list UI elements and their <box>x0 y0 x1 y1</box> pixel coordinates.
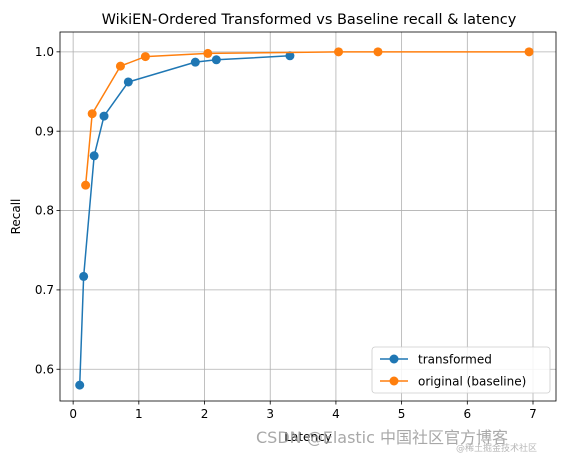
data-point-original-baseline <box>140 52 150 62</box>
data-point-original-baseline <box>373 47 383 57</box>
y-tick-label: 0.7 <box>35 283 54 297</box>
data-point-transformed <box>75 380 85 390</box>
data-point-original-baseline <box>87 109 97 119</box>
x-axis-ticks: 0 1 2 3 4 5 6 7 <box>69 401 537 421</box>
x-tick-label: 3 <box>266 407 274 421</box>
plot-area <box>60 32 556 401</box>
legend-box <box>371 346 551 394</box>
data-point-transformed <box>211 55 221 65</box>
y-tick-label: 0.9 <box>35 124 54 138</box>
x-tick-label: 7 <box>529 407 537 421</box>
y-axis-ticks: 0.6 0.7 0.8 0.9 1.0 <box>35 45 60 376</box>
x-tick-label: 2 <box>201 407 209 421</box>
x-axis-title: Latency <box>284 430 331 444</box>
x-tick-label: 1 <box>135 407 143 421</box>
y-axis-title: Recall <box>9 199 23 235</box>
data-point-transformed <box>190 57 200 67</box>
watermark-small-text: @稀土掘金技术社区 <box>456 442 537 454</box>
data-point-original-baseline <box>81 180 91 190</box>
data-point-transformed <box>89 151 99 161</box>
legend: transformed original (baseline) <box>371 346 551 394</box>
data-point-transformed <box>99 111 109 121</box>
legend-label-baseline: original (baseline) <box>418 375 526 389</box>
y-tick-label: 1.0 <box>35 45 54 59</box>
plot-frame <box>59 31 557 402</box>
series-layer <box>75 47 534 390</box>
series-line-original-baseline <box>84 51 530 186</box>
legend-label-transformed: transformed <box>418 353 492 367</box>
chart-title: WikiEN-Ordered Transformed vs Baseline r… <box>102 12 517 28</box>
watermark-text: CSDN @Elastic 中国社区官方博客 <box>256 428 508 447</box>
x-tick-label: 6 <box>463 407 471 421</box>
data-point-original-baseline <box>115 61 125 71</box>
data-point-original-baseline <box>203 48 213 58</box>
y-tick-label: 0.8 <box>35 204 54 218</box>
data-point-original-baseline <box>524 47 534 57</box>
legend-marker-transformed <box>389 354 399 364</box>
x-tick-label: 4 <box>332 407 340 421</box>
x-tick-label: 5 <box>398 407 406 421</box>
data-point-transformed <box>285 51 295 61</box>
x-tick-label: 0 <box>69 407 77 421</box>
y-tick-label: 0.6 <box>35 362 54 376</box>
data-point-original-baseline <box>334 47 344 57</box>
data-point-transformed <box>123 77 133 87</box>
legend-marker-baseline <box>389 376 399 386</box>
data-point-transformed <box>79 271 89 281</box>
